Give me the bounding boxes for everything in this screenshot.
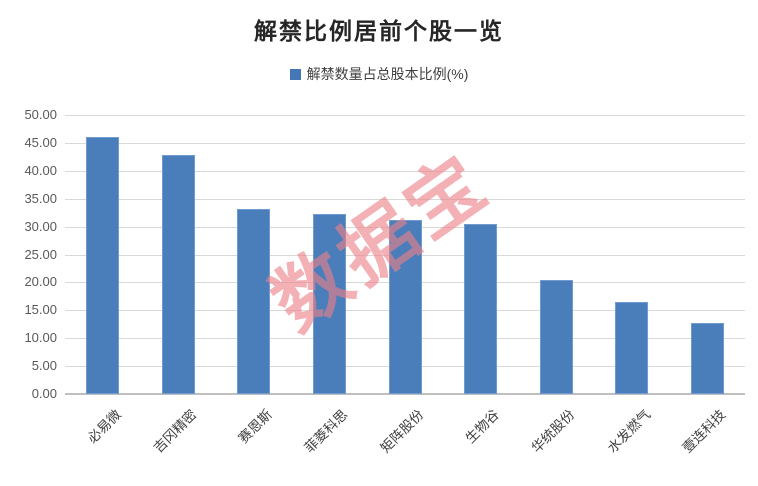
legend-marker-icon <box>289 68 301 80</box>
gridline <box>65 393 745 395</box>
y-tick-label: 5.00 <box>31 358 57 374</box>
legend: 解禁数量占总股本比例(%) <box>0 64 758 84</box>
bar <box>464 224 498 394</box>
y-tick-label: 25.00 <box>24 246 57 262</box>
y-tick-label: 50.00 <box>24 107 57 122</box>
gridline <box>65 142 745 144</box>
x-tick-label: 生物谷 <box>462 406 502 447</box>
chart-title: 解禁比例居前个股一览 <box>254 18 504 44</box>
gridline <box>65 115 745 116</box>
bar <box>615 301 649 394</box>
legend-label: 解禁数量占总股本比例(%) <box>306 66 469 82</box>
x-tick-label: 菲菱科思 <box>302 406 351 456</box>
y-tick-label: 35.00 <box>24 190 57 206</box>
y-tick-label: 15.00 <box>24 302 57 318</box>
x-tick-label: 吉冈精密 <box>150 406 200 456</box>
x-tick-label: 矩阵股份 <box>377 406 427 456</box>
x-tick-label: 水发燃气 <box>604 406 654 456</box>
gridline <box>65 198 745 200</box>
x-tick-label: 壹连科技 <box>679 406 729 456</box>
bar <box>86 137 120 394</box>
bar <box>539 279 573 394</box>
bar <box>161 155 195 394</box>
y-tick-label: 45.00 <box>24 134 57 150</box>
y-tick-label: 40.00 <box>24 162 57 178</box>
x-tick-label: 赛恩斯 <box>236 406 276 447</box>
bar <box>237 209 271 394</box>
gridline <box>65 170 745 172</box>
bar <box>388 220 422 394</box>
x-tick-label: 必易微 <box>84 406 125 447</box>
bar <box>312 214 346 394</box>
y-tick-label: 10.00 <box>24 330 57 346</box>
y-tick-label: 20.00 <box>24 274 57 290</box>
y-tick-label: 30.00 <box>24 218 57 234</box>
x-tick-label: 华统股份 <box>528 406 578 456</box>
bar <box>690 322 724 394</box>
y-tick-label: 0.00 <box>31 386 57 401</box>
